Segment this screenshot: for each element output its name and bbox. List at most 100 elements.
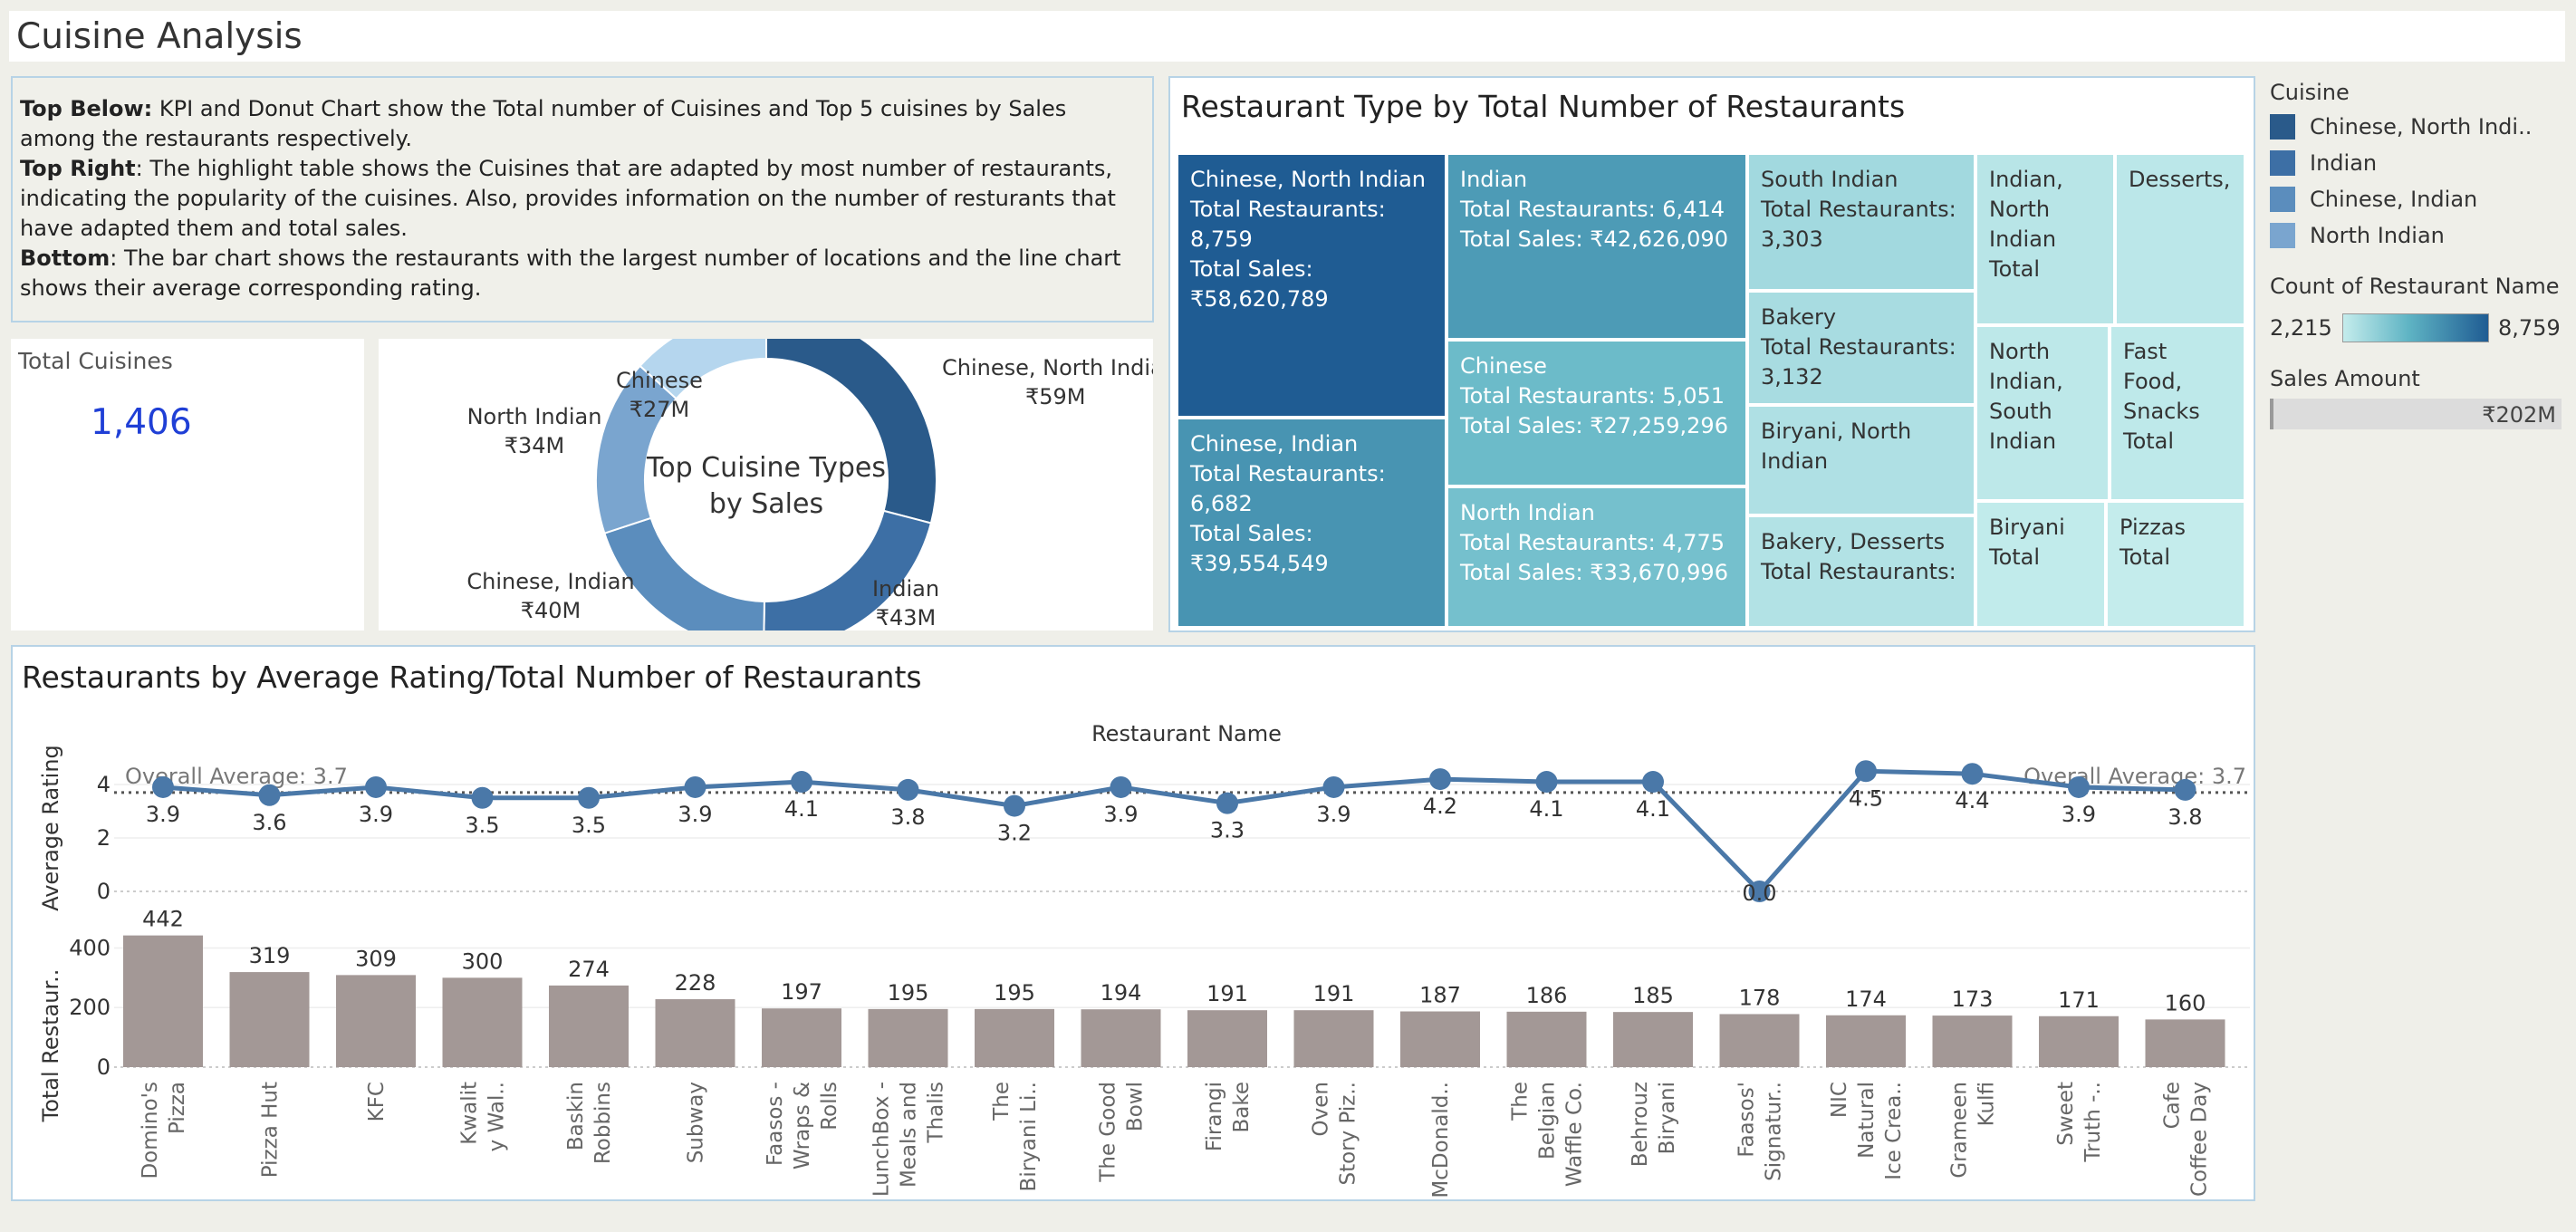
bar xyxy=(1932,1015,2013,1067)
treemap-cell-label: Total Restaurants: xyxy=(1189,461,1386,486)
rating-data-label: 3.9 xyxy=(678,802,712,827)
rating-data-label: 3.9 xyxy=(146,802,180,827)
treemap-cell-label: South xyxy=(1989,399,2052,424)
line-y-tick: 0 xyxy=(97,879,111,904)
treemap-cell xyxy=(2106,501,2245,628)
bar-x-tick-label: Grameen xyxy=(1948,1082,1972,1179)
sales-legend-value: ₹202M xyxy=(2482,402,2556,428)
kpi-label: Total Cuisines xyxy=(18,348,173,374)
line-y-tick: 2 xyxy=(97,825,111,851)
treemap-cell-label: North xyxy=(1989,339,2050,364)
donut-value: ₹59M xyxy=(1025,384,1086,409)
treemap-cell xyxy=(1747,153,1975,291)
rating-data-label: 3.9 xyxy=(2062,802,2096,827)
bar-x-tick-label: Ice Crea.. xyxy=(1882,1082,1906,1180)
rating-point xyxy=(471,786,494,809)
treemap-cell-label: Biryani, North xyxy=(1761,419,1911,444)
rating-point xyxy=(1535,771,1558,794)
rating-point xyxy=(1110,775,1132,798)
donut-label: Chinese, North Indian xyxy=(942,355,1153,380)
bar-x-tick-label: Meals and xyxy=(898,1082,921,1188)
treemap-cell-label: Indian, xyxy=(1989,369,2063,394)
treemap-cell-label: Total Restaurants: 5,051 xyxy=(1459,383,1725,409)
rating-point xyxy=(152,775,174,798)
rating-point xyxy=(1216,792,1238,814)
rating-point xyxy=(1855,760,1877,783)
treemap-cell-label: Food, xyxy=(2123,369,2182,394)
bar-x-tick-label: Natural xyxy=(1855,1082,1879,1159)
legend-item-indian[interactable]: Indian xyxy=(2270,150,2569,178)
bar-x-tick-label: Cafe xyxy=(2161,1082,2185,1129)
treemap-cell-label: Bakery, Desserts xyxy=(1761,529,1945,554)
rating-point xyxy=(578,786,600,809)
count-legend-min: 2,215 xyxy=(2270,315,2332,341)
bar xyxy=(1293,1010,1374,1067)
bar-y-tick: 0 xyxy=(97,1054,111,1080)
bar xyxy=(1506,1011,1587,1067)
treemap-cell-label: Total Restaurants: xyxy=(1189,197,1386,222)
legend-swatch xyxy=(2270,150,2295,176)
bar-x-tick-label: KFC xyxy=(365,1082,389,1121)
bar xyxy=(762,1008,841,1067)
rating-point xyxy=(1429,768,1451,791)
donut-label: Chinese xyxy=(616,368,703,393)
treemap-cell xyxy=(1975,153,2115,325)
bar-data-label: 173 xyxy=(1952,987,1994,1012)
donut-value: ₹27M xyxy=(630,397,690,422)
rating-data-label: 3.3 xyxy=(1210,818,1245,843)
sales-legend-bar: ₹202M xyxy=(2270,399,2562,429)
bar-y-tick: 400 xyxy=(69,935,111,960)
rating-data-label: 0.0 xyxy=(1742,881,1776,906)
bar xyxy=(2039,1015,2119,1067)
bar-data-label: 309 xyxy=(355,946,397,971)
legend-item-chinese-indian[interactable]: Chinese, Indian xyxy=(2270,187,2569,214)
rating-bar-chart: Restaurant Name Total Restaur.. Average Ra… xyxy=(38,721,2250,1198)
bar-x-tick-label: Wraps & xyxy=(791,1082,814,1169)
treemap-cell-label: North xyxy=(1989,197,2050,222)
treemap-cell xyxy=(1975,501,2106,628)
rating-data-label: 3.6 xyxy=(252,810,286,835)
treemap-cell-label: Indian xyxy=(1989,428,2056,454)
donut-value: ₹40M xyxy=(521,598,582,623)
bar-x-tick-label: Waffle Co. xyxy=(1563,1082,1587,1187)
bar xyxy=(336,975,416,1067)
bar-x-tick-label: Oven xyxy=(1310,1082,1333,1136)
bar xyxy=(442,977,523,1067)
donut-chart: Chinese, North Indian ₹59M Indian ₹43M Chine… xyxy=(466,308,1177,651)
bar xyxy=(1826,1015,1906,1067)
rating-point xyxy=(2174,778,2196,801)
treemap-cell-label: Indian xyxy=(1761,448,1828,474)
bar-x-tick-label: Sweet xyxy=(2054,1082,2078,1146)
treemap-cell-label: Total Sales: ₹27,259,296 xyxy=(1459,413,1728,438)
bar xyxy=(2145,1019,2225,1067)
bar-x-tick-label: Thalis xyxy=(925,1082,948,1143)
treemap-cell-label: Biryani xyxy=(1989,515,2065,540)
bar-data-label: 160 xyxy=(2165,990,2206,1015)
bar-data-label: 228 xyxy=(675,970,716,996)
treemap-cell-label: 3,132 xyxy=(1761,364,1823,390)
bar-x-tick-label: Bowl xyxy=(1124,1082,1148,1131)
treemap-cell-label: Chinese xyxy=(1460,353,1547,379)
treemap-cell-label: Total Sales: xyxy=(1189,521,1313,546)
treemap-cell xyxy=(1177,153,1447,418)
line-y-tick: 4 xyxy=(97,772,111,797)
bar-x-tick-label: Biryani Li.. xyxy=(1017,1082,1041,1191)
legend-item-chinese-north-indian[interactable]: Chinese, North Indi.. xyxy=(2270,114,2569,141)
legend-item-north-indian[interactable]: North Indian xyxy=(2270,223,2569,250)
bar-x-tick-label: McDonald.. xyxy=(1429,1082,1453,1198)
rating-data-label: 3.8 xyxy=(2167,804,2202,830)
rating-data-label: 3.9 xyxy=(1103,802,1138,827)
treemap-cell-label: Chinese, North Indian xyxy=(1190,167,1426,192)
bar xyxy=(1081,1009,1161,1067)
bar-data-label: 185 xyxy=(1632,983,1674,1008)
bar-x-tick-label: Belgian xyxy=(1536,1082,1560,1160)
treemap-cell-label: 3,303 xyxy=(1761,226,1823,252)
rating-data-label: 4.1 xyxy=(784,796,819,822)
bar xyxy=(123,935,203,1067)
treemap-cell-label: Total Restaurants: xyxy=(1760,559,1956,584)
bar xyxy=(229,972,310,1067)
rating-data-label: 3.2 xyxy=(997,821,1032,846)
sales-legend-title: Sales Amount xyxy=(2270,366,2420,391)
bar xyxy=(1613,1012,1693,1067)
treemap-cell-label: Chinese, Indian xyxy=(1190,431,1358,457)
